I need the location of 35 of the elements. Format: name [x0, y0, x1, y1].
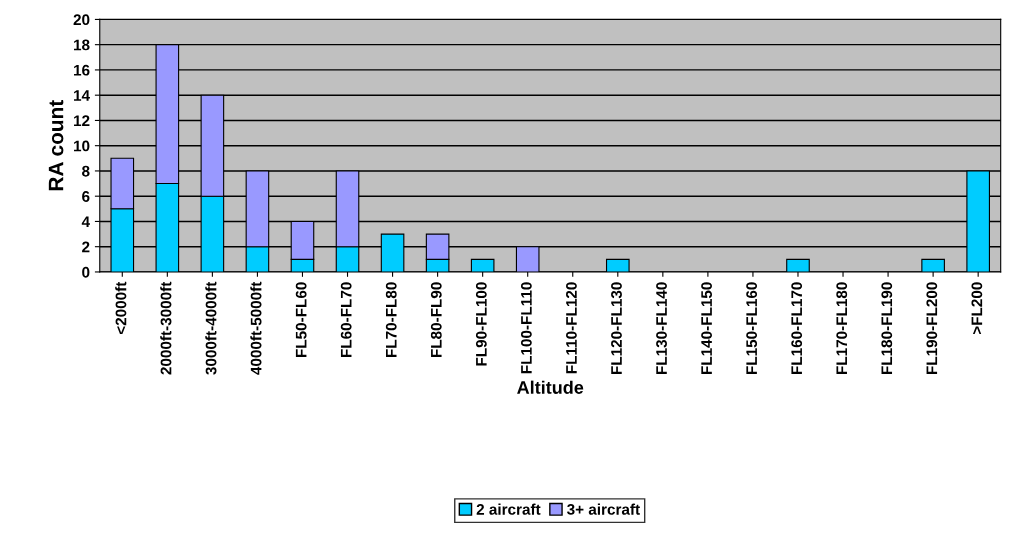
y-tick-label: 18 [74, 39, 90, 51]
legend-label: 3+ aircraft [567, 503, 640, 515]
x-tick-label: FL70-FL80 [385, 282, 397, 358]
y-tick-label: 8 [82, 165, 90, 177]
x-tick-label: FL180-FL190 [881, 282, 893, 375]
x-tick-label: FL60-FL70 [340, 282, 352, 358]
x-tick-label: FL120-FL130 [611, 282, 622, 375]
x-tick-label: FL170-FL180 [836, 282, 848, 375]
x-tick-label: FL130-FL140 [656, 282, 667, 375]
x-tick-label: FL100-FL110 [520, 282, 532, 374]
x-tick-label: FL50-FL60 [295, 282, 307, 358]
y-tick-label: 0 [82, 266, 90, 278]
x-tick-label: FL190-FL200 [926, 282, 938, 375]
y-tick-label: 16 [74, 64, 90, 76]
y-tick-label: 20 [73, 14, 90, 26]
y-axis-title: RA count [48, 100, 64, 191]
x-tick-label: FL150-FL160 [746, 282, 758, 375]
x-tick-label: 3000ft-4000ft [205, 281, 217, 375]
x-tick-label: FL140-FL150 [701, 282, 712, 375]
x-tick-label: 2000ft-3000ft [160, 281, 172, 375]
y-tick-label: 2 [82, 241, 90, 253]
legend-label: 2 aircraft [476, 503, 541, 515]
x-tick-label: FL110-FL120 [566, 282, 577, 374]
x-tick-label: >FL200 [971, 282, 983, 335]
x-tick-label: FL160-FL170 [791, 282, 803, 375]
y-tick-label: 6 [82, 191, 90, 202]
x-tick-label: 4000ft-5000ft [250, 281, 262, 375]
y-tick-label: 12 [74, 115, 90, 126]
x-tick-label: FL90-FL100 [475, 282, 487, 366]
y-tick-label: 4 [81, 216, 90, 227]
x-axis-title: Altitude [517, 380, 584, 394]
x-tick-label: FL80-FL90 [430, 282, 442, 358]
y-tick-label: 10 [74, 140, 90, 152]
x-tick-label: <2000ft [115, 281, 127, 335]
y-tick-label: 14 [74, 90, 90, 101]
